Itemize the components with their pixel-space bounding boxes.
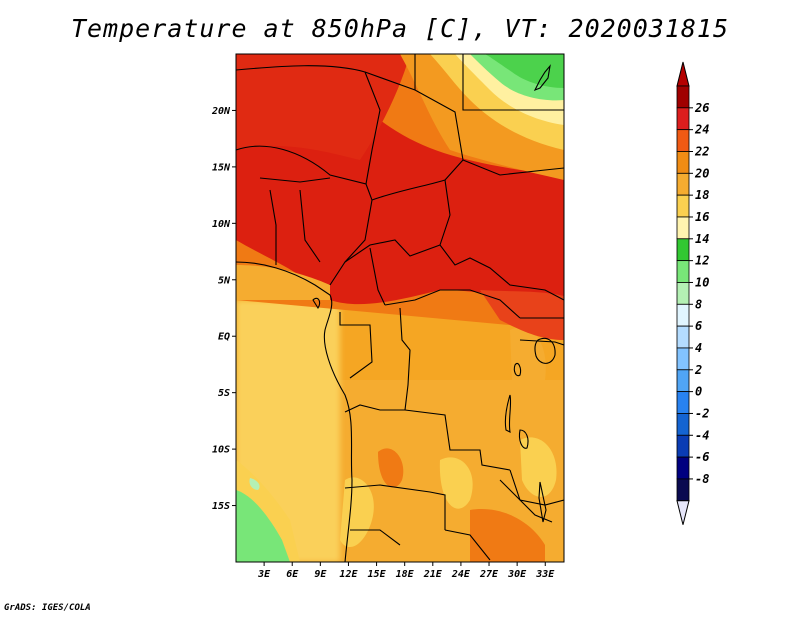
colorbar-upper-extension [676,61,690,87]
lat-tick-label: 20N [211,106,231,117]
colorbar-label: 12 [695,254,709,268]
colorbar-label: 0 [695,385,702,399]
colorbar-swatch [676,260,690,283]
lat-tick-label: 5N [218,275,231,286]
lat-tick-label: 15N [212,162,231,173]
colorbar-label: 26 [694,101,709,115]
colorbar-swatch [676,172,690,196]
colorbar-label: 16 [695,210,709,224]
lon-tick-label: 27E [479,569,499,580]
colorbar-swatch [676,369,690,393]
colorbar-label: 8 [695,297,702,311]
lon-tick-label: 3E [257,569,271,580]
grads-credit: GrADS: IGES/COLA [4,603,91,613]
longitude-axis: 3E 6E 9E 12E 15E 18E 21E 24E 27E 30E 33E [257,562,555,580]
colorbar-swatch [676,216,690,240]
colorbar-swatch [676,238,690,262]
lat-tick-label: 5S [218,388,230,399]
latitude-axis: 20N 15N 10N 5N EQ 5S 10S 15S [211,106,236,512]
colorbar-swatch [676,478,690,502]
colorbar-label: 4 [695,341,702,355]
colorbar-swatch [676,434,690,458]
colorbar-label: -4 [695,428,709,442]
colorbar-label: 22 [694,144,709,158]
lon-tick-label: 33E [535,569,555,580]
lat-tick-label: 10N [212,219,231,230]
colorbar-swatch [676,325,690,349]
colorbar-swatch [676,347,690,371]
colorbar-swatch [676,456,690,480]
colorbar-label: 18 [695,188,709,202]
colorbar-lower-extension [676,500,690,525]
colorbar-swatch [676,194,690,218]
colorbar-swatch [676,151,690,174]
map-title: Temperature at 850hPa [C], VT: 202003181… [70,14,730,43]
lon-tick-label: 9E [314,569,327,580]
map-frame [235,53,565,563]
colorbar-label: 14 [695,232,709,246]
lat-tick-label: 15S [212,501,230,512]
colorbar-label: -2 [695,406,709,420]
colorbar-label: -8 [695,472,709,486]
lon-tick-label: 15E [368,569,387,580]
lon-tick-label: 18E [396,569,415,580]
lon-tick-label: 12E [339,569,358,580]
colorbar-swatch [676,129,690,152]
lon-tick-label: 24E [451,569,471,580]
colorbar-swatch [676,282,690,305]
colorbar-label: 24 [694,123,709,137]
lon-tick-label: 21E [423,569,443,580]
colorbar-label: 2 [694,363,702,377]
lat-tick-label: EQ [218,332,230,343]
coastline [236,261,353,562]
colorbar-swatch [676,85,690,109]
colorbar-swatch [676,303,690,327]
lon-tick-label: 30E [507,569,527,580]
lakes [504,64,556,523]
colorbar-swatch [676,391,690,414]
lat-tick-label: 10S [212,445,230,456]
colorbar-label: 10 [695,275,709,289]
colorbar-swatch [676,107,690,131]
colorbar-label: 6 [695,319,702,333]
colorbar-swatch [676,413,690,436]
colorbar-label: 20 [694,166,709,180]
country-borders [236,54,564,561]
colorbar-label: -6 [695,450,709,464]
lon-tick-label: 6E [286,569,299,580]
